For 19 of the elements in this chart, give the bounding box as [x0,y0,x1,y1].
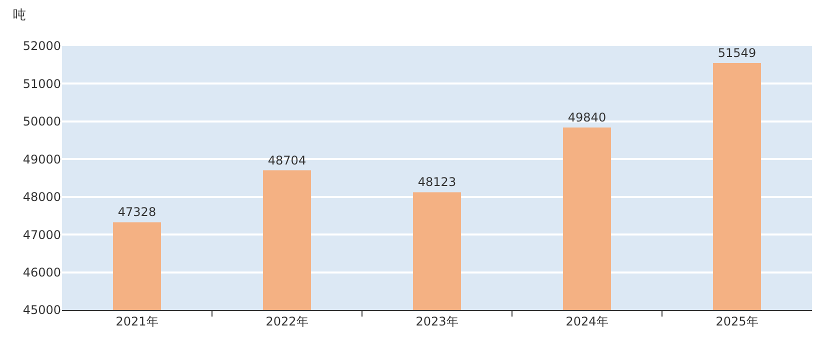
y-tick-label: 49000 [22,152,61,166]
y-axis-title: 吨 [13,8,26,23]
data-label: 51549 [718,46,756,60]
data-label: 48704 [268,153,306,168]
y-tick-label: 51000 [22,76,61,91]
data-label: 49840 [568,110,606,124]
data-label: 47328 [118,205,156,220]
x-tick-label: 2022年 [266,314,308,328]
y-tick-label: 52000 [22,39,61,54]
x-tick-label: 2023年 [416,314,458,328]
y-tick-label: 47000 [22,228,61,242]
x-tick-label: 2021年 [116,314,158,328]
y-tick-label: 45000 [22,303,61,318]
x-tick-label: 2024年 [566,314,608,328]
y-tick-label: 50000 [22,114,61,129]
y-tick-label: 46000 [22,265,61,280]
y-tick-label: 48000 [22,190,61,204]
x-tick-label: 2025年 [716,314,758,328]
data-label: 48123 [418,175,456,190]
